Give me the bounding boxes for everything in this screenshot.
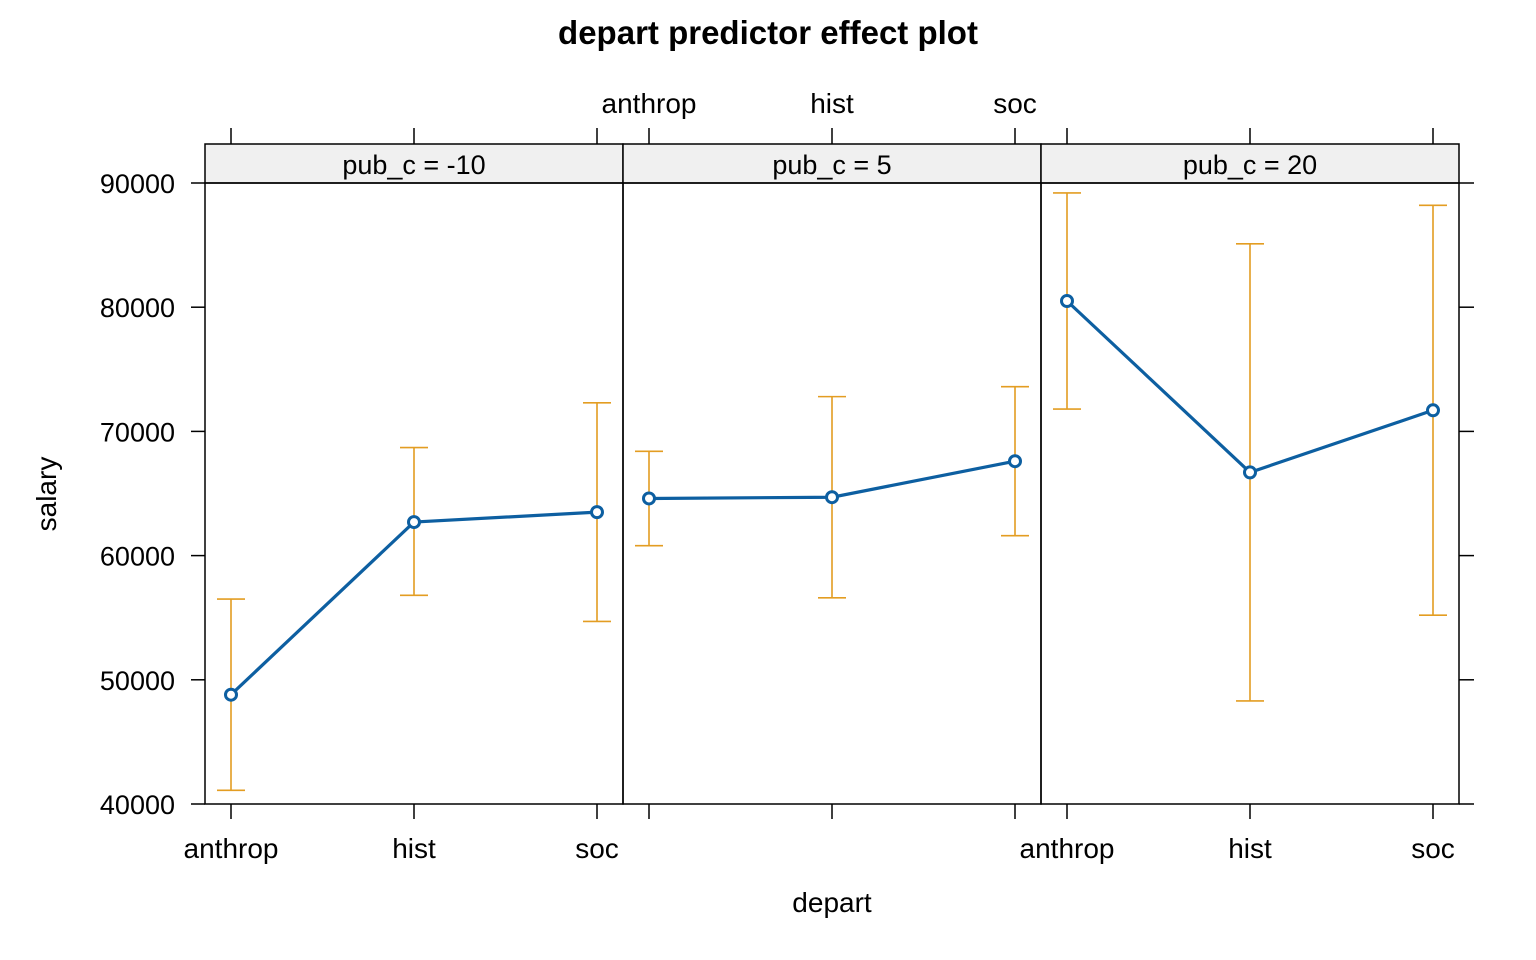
y-tick-label: 50000 (100, 666, 175, 696)
y-tick-label: 80000 (100, 293, 175, 323)
panel-strip (204, 143, 624, 184)
x-axis-title: depart (792, 887, 872, 918)
x-tick-label: soc (1411, 833, 1455, 864)
chart-title: depart predictor effect plot (558, 14, 978, 51)
fit-point (1008, 454, 1022, 469)
x-tick-label: hist (1228, 833, 1272, 864)
y-tick-label: 60000 (100, 542, 175, 572)
y-axis: 40000 50000 60000 70000 80000 90000 (100, 169, 1474, 820)
y-tick-label: 90000 (100, 169, 175, 199)
x-tick-label: anthrop (184, 833, 279, 864)
x-tick-label-top: anthrop (602, 88, 697, 119)
x-tick-label: soc (575, 833, 619, 864)
panel-strip (1040, 143, 1460, 184)
y-axis-title: salary (31, 457, 62, 532)
fit-point (407, 515, 421, 530)
fit-point (224, 687, 238, 702)
x-tick-label: anthrop (1020, 833, 1115, 864)
panel-strip-label: pub_c = 20 (1183, 150, 1317, 180)
x-tick-label: hist (392, 833, 436, 864)
y-tick-label: 70000 (100, 417, 175, 447)
panel-strip-label: pub_c = 5 (772, 150, 891, 180)
x-tick-label-top: hist (810, 88, 854, 119)
fit-point (642, 491, 656, 506)
panel: pub_c = 5 anthrop hist soc (602, 88, 1042, 819)
fit-point (1243, 465, 1257, 480)
panel-strip-label: pub_c = -10 (342, 150, 485, 180)
fit-point (590, 505, 604, 520)
fit-point (1060, 293, 1074, 308)
fit-point (825, 490, 839, 505)
y-tick-label: 40000 (100, 790, 175, 820)
panel: pub_c = -10 anthrop hist soc (184, 128, 624, 864)
x-tick-label-top: soc (993, 88, 1037, 119)
fit-point (1426, 403, 1440, 418)
panel: pub_c = 20 anthrop hist soc (1020, 128, 1460, 864)
panels: pub_c = -10 anthrop hist soc pub_c = 5 anthro… (184, 88, 1460, 864)
